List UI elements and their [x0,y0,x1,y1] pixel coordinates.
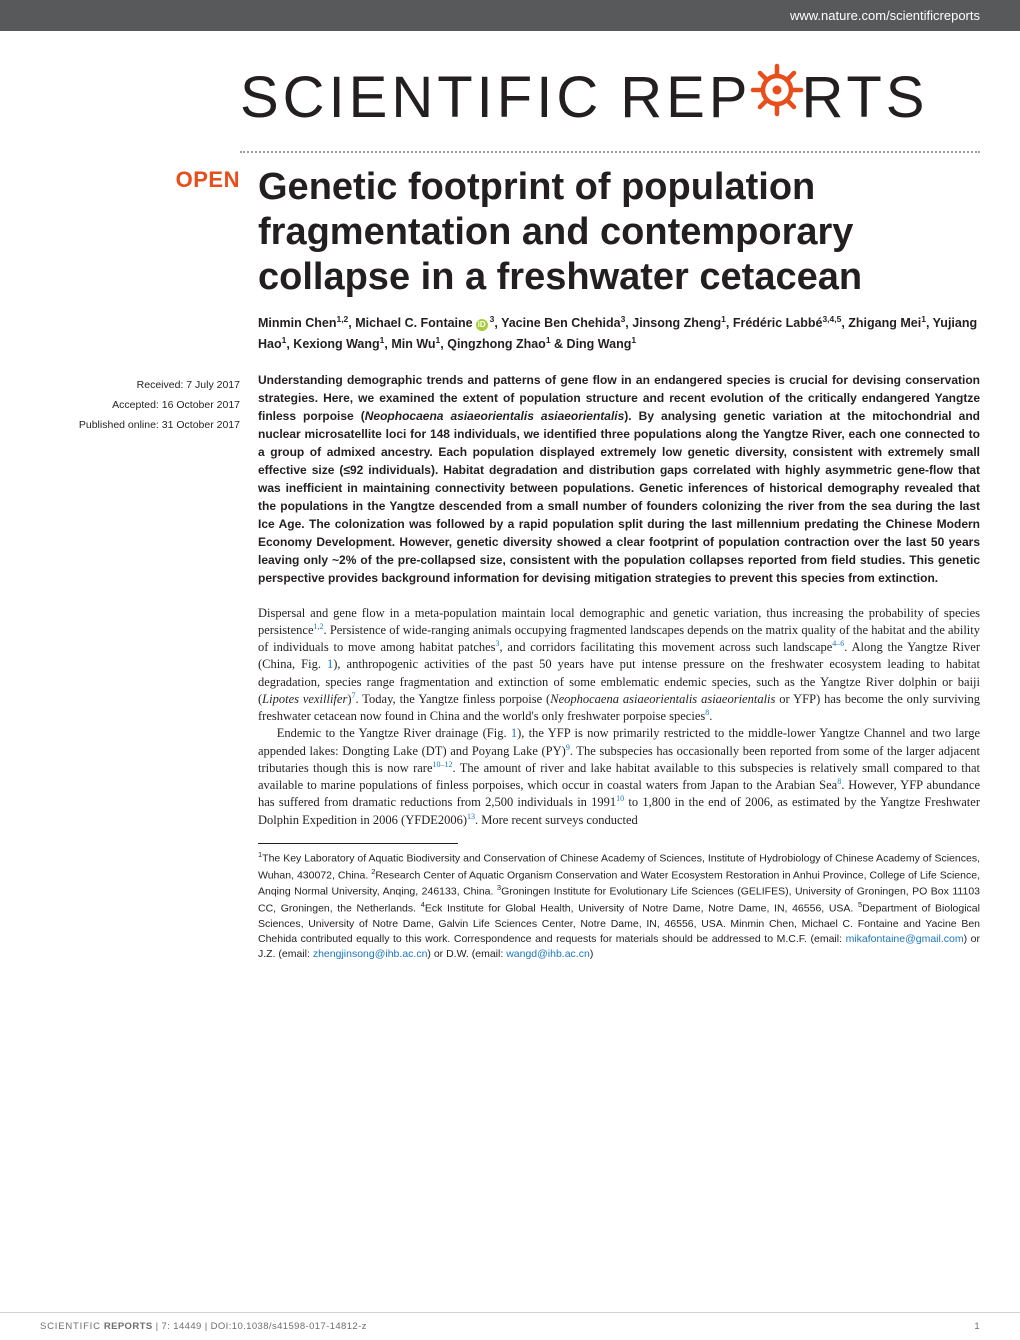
date-received: Received: 7 July 2017 [40,377,240,395]
paragraph: Endemic to the Yangtze River drainage (F… [258,725,980,829]
body-text: Dispersal and gene flow in a meta-popula… [258,605,980,829]
logo-word-1: SCIENTIFIC [240,64,602,131]
page-number: 1 [974,1321,980,1332]
footer-citation: SCIENTIFIC REPORTS | 7: 14449 | DOI:10.1… [40,1321,367,1332]
open-access-badge: OPEN [40,167,240,193]
paragraph: Dispersal and gene flow in a meta-popula… [258,605,980,726]
gear-icon [748,61,806,133]
article-meta-sidebar: OPEN Received: 7 July 2017 Accepted: 16 … [40,165,240,962]
date-published: Published online: 31 October 2017 [40,417,240,435]
journal-url[interactable]: www.nature.com/scientificreports [790,8,980,23]
journal-logo: SCIENTIFIC REP RTS [0,31,1020,143]
page-footer: SCIENTIFIC REPORTS | 7: 14449 | DOI:10.1… [0,1312,1020,1340]
article-title: Genetic footprint of population fragment… [258,165,980,299]
affiliations: 1The Key Laboratory of Aquatic Biodivers… [258,850,980,963]
divider [258,843,458,844]
abstract: Understanding demographic trends and pat… [258,371,980,587]
divider [240,151,980,153]
logo-word-2a: REP [620,64,751,131]
logo-word-2b: RTS [802,64,929,131]
author-list: Minmin Chen1,2, Michael C. FontaineiD3, … [258,313,980,354]
article-body: Genetic footprint of population fragment… [258,165,980,962]
date-accepted: Accepted: 16 October 2017 [40,397,240,415]
journal-header: www.nature.com/scientificreports [0,0,1020,31]
